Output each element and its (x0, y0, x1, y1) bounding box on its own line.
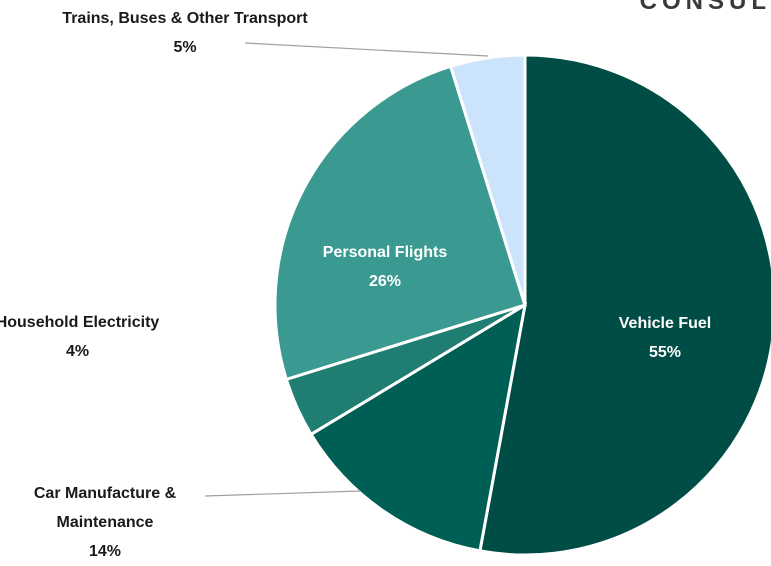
logo: CONSUL (639, 0, 771, 15)
value-label: 5% (173, 39, 197, 56)
category-label: Vehicle Fuel (618, 315, 712, 332)
slice-label: Car Manufacture & Maintenance 14% (15, 479, 195, 566)
category-label: Car Manufacture & Maintenance (33, 485, 177, 531)
value-label: 14% (88, 543, 122, 560)
slice-label: Trains, Buses & Other Transport 5% (15, 4, 355, 62)
leader-line (244, 42, 489, 57)
category-label: Trains, Buses & Other Transport (62, 10, 308, 27)
pie-slice (448, 53, 527, 306)
leader-line (204, 490, 361, 497)
value-label: 4% (65, 343, 90, 360)
category-label: Personal Flights (322, 244, 448, 261)
value-label: 26% (368, 273, 402, 290)
slice-label: Vehicle Fuel 55% (565, 309, 765, 367)
pie-slice (478, 53, 771, 557)
slice-label: Household Electricity 4% (0, 308, 175, 366)
slice-label: Personal Flights 26% (285, 238, 485, 296)
pie-slice (308, 301, 528, 553)
category-label: Household Electricity (0, 314, 160, 331)
value-label: 55% (648, 344, 682, 361)
pie-slice (273, 64, 527, 382)
